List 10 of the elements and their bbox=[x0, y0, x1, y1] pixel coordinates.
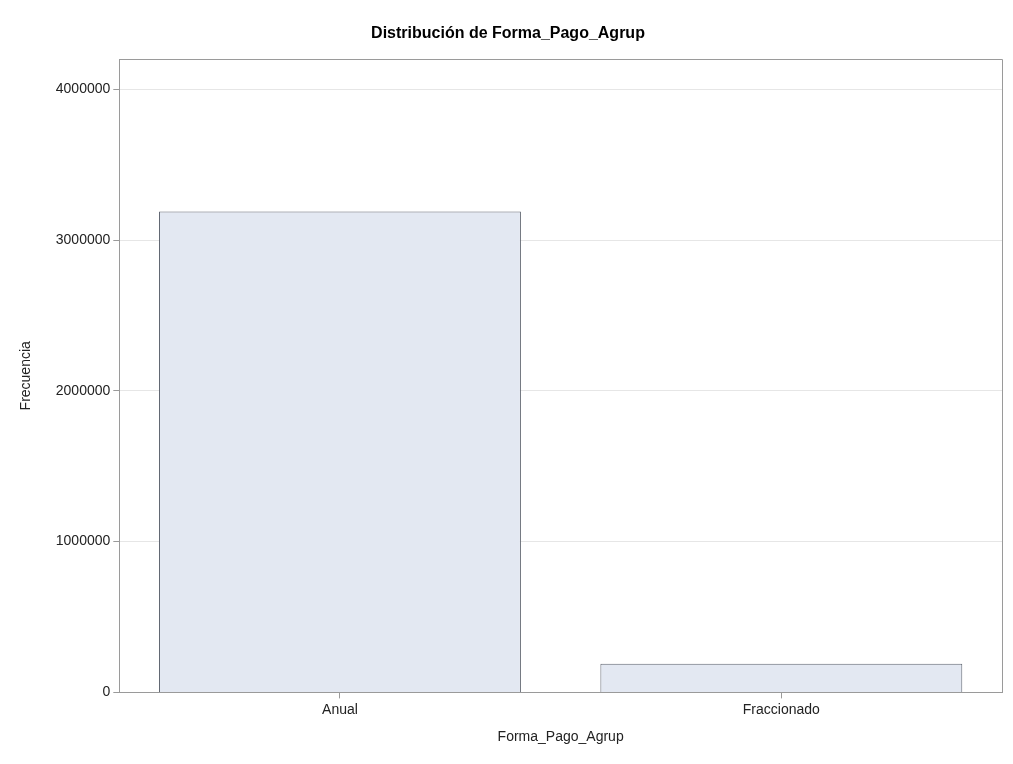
chart-title: Distribución de Forma_Pago_Agrup bbox=[371, 24, 646, 42]
x-axis-title: Forma_Pago_Agrup bbox=[497, 728, 624, 745]
y-tick-label: 3000000 bbox=[55, 230, 111, 247]
y-axis-title: Frecuencia bbox=[17, 340, 34, 411]
x-tick-label: Anual bbox=[322, 700, 358, 717]
x-tick-label: Fraccionado bbox=[742, 700, 821, 717]
y-tick-label: 2000000 bbox=[55, 381, 111, 398]
y-tick-label: 1000000 bbox=[55, 532, 111, 549]
y-tick-label: 4000000 bbox=[55, 80, 111, 97]
y-tick-label: 0 bbox=[102, 683, 111, 700]
